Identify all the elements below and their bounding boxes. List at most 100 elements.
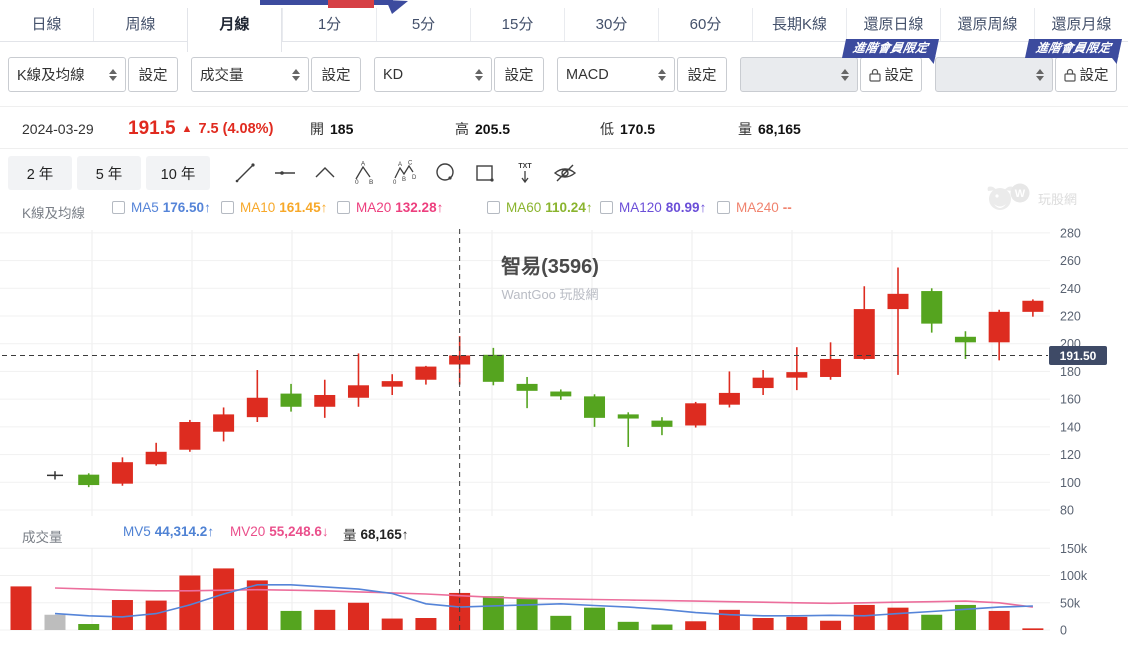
svg-text:80: 80 [1060,504,1074,518]
svg-text:191.50: 191.50 [1060,349,1097,363]
ma120-checkbox[interactable] [600,201,613,214]
bull-icon: W [987,183,1030,210]
select-arrows-icon [658,68,666,81]
settings-button-6-locked[interactable]: 設定 [1055,57,1117,92]
select-arrows-icon [475,68,483,81]
lock-icon [1063,68,1076,82]
settings-button-3[interactable]: 設定 [494,57,544,92]
settings-label: 設定 [321,68,351,84]
tab-1分[interactable]: 1分 [282,8,376,41]
svg-text:A: A [361,161,366,168]
indicator-group-4: MACD 設定 [557,57,727,93]
svg-text:TXT: TXT [518,163,532,170]
svg-text:100: 100 [1060,476,1081,490]
svg-text:260: 260 [1060,254,1081,268]
tab-周線[interactable]: 周線 [93,8,187,41]
settings-button-4[interactable]: 設定 [677,57,727,92]
settings-label: 設定 [504,68,534,84]
quote-high: 高 205.5 [455,120,511,137]
ma5-checkbox[interactable] [112,201,125,214]
rectangle-icon[interactable] [472,160,498,186]
member-only-badge: 進階會員限定 [841,39,940,58]
svg-text:220: 220 [1060,310,1081,324]
ma-legend-ma5: MA5 176.50 ↑ [112,200,211,215]
range-button-2y[interactable]: 2 年 [8,156,72,190]
tab-60分[interactable]: 60分 [658,8,752,41]
settings-button-1[interactable]: 設定 [128,57,178,92]
tab-還原日線[interactable]: 還原日線 [846,8,940,41]
cutoff-promo-arrow [260,0,408,14]
range-button-10y[interactable]: 10 年 [146,156,210,190]
quote-date: 2024-03-29 [22,120,94,137]
svg-text:0: 0 [355,179,359,186]
wave-abc-icon[interactable]: A 0 B [352,160,378,187]
wantgoo-logo-text: 玩股網 [1038,191,1078,207]
volume-legend-row: 成交量 MV5 44,314.2 ↑ MV20 55,248.6 ↓ 量 68,165 ↑ [0,521,1050,547]
angle-line-icon[interactable] [312,160,338,186]
mv20-legend: MV20 55,248.6 ↓ [230,524,329,539]
up-arrow-icon: ▲ [181,122,193,135]
svg-text:150k: 150k [1060,542,1088,556]
svg-text:C: C [408,161,413,167]
quote-info-bar: 2024-03-29 191.5 ▲ 7.5 (4.08%) 開 185 高 205… [0,106,1128,149]
tab-15分[interactable]: 15分 [470,8,564,41]
ma60-checkbox[interactable] [487,201,500,214]
indicator-group-5: 設定 [740,57,922,93]
indicator-select-4[interactable]: MACD [557,57,675,92]
ma240-checkbox[interactable] [717,201,730,214]
indicator-select-6-locked[interactable] [935,57,1053,92]
tab-長期K線[interactable]: 長期K線 [752,8,846,41]
settings-label: 設定 [687,68,717,84]
indicator-select-3[interactable]: KD [374,57,492,92]
settings-button-5-locked[interactable]: 設定 [860,57,922,92]
tab-5分[interactable]: 5分 [376,8,470,41]
svg-text:160: 160 [1060,393,1081,407]
trend-line-icon[interactable] [232,160,258,186]
horizontal-line-icon[interactable] [272,160,298,186]
indicator-select-5-locked[interactable] [740,57,858,92]
lock-icon [868,68,881,82]
indicator-select-2[interactable]: 成交量 [191,57,309,92]
select-arrows-icon [292,68,300,81]
indicator-select-3-value: KD [383,66,404,83]
ma20-checkbox[interactable] [337,201,350,214]
indicator-group-3: KD 設定 [374,57,544,93]
range-button-5y[interactable]: 5 年 [77,156,141,190]
hide-drawings-icon[interactable] [552,160,578,186]
ma10-checkbox[interactable] [221,201,234,214]
grid-lines [0,230,1050,631]
indicator-controls-row: K線及均線 設定 成交量 設定 KD 設定 MACD 設定 設定 設定 [0,57,1128,93]
price-tag: 191.50 [1049,345,1107,365]
text-icon[interactable]: TXT [512,160,538,186]
ma-legend-row: K線及均線 MA5 176.50 ↑ MA10 161.45 ↑ MA20 132.28 ↑ MA… [0,198,1050,222]
price-volume-chart[interactable]: 28026024022020018016014012010080150k100k… [0,224,1128,647]
current-price: 191.5 [128,117,176,139]
ma-legend-ma10: MA10 161.45 ↑ [221,200,327,215]
svg-text:0: 0 [393,180,397,186]
mv20-line [54,587,1034,608]
settings-label: 設定 [138,68,168,84]
settings-button-2[interactable]: 設定 [311,57,361,92]
volume-bars [10,568,1044,630]
select-arrows-icon [1036,68,1044,81]
tab-還原月線[interactable]: 還原月線 [1034,8,1128,41]
wave-abcd-icon[interactable]: A C 0 B D [392,160,418,187]
svg-text:A: A [398,162,402,168]
wantgoo-logo: W 玩股網 [986,181,1116,215]
tab-30分[interactable]: 30分 [564,8,658,41]
tab-日線[interactable]: 日線 [31,16,62,33]
tab-月線[interactable]: 月線 [187,8,282,52]
svg-text:180: 180 [1060,365,1081,379]
ellipse-icon[interactable] [432,160,458,186]
select-arrows-icon [841,68,849,81]
indicator-select-1[interactable]: K線及均線 [8,57,126,92]
volume-value-legend: 量 68,165 ↑ [343,526,409,544]
tab-還原周線[interactable]: 還原周線 [940,8,1034,41]
price-change: 7.5 (4.08%) [198,120,274,137]
indicator-select-2-value: 成交量 [200,68,244,84]
ma-legend-title: K線及均線 [22,206,86,221]
svg-text:120: 120 [1060,448,1081,462]
svg-text:B: B [369,179,373,186]
